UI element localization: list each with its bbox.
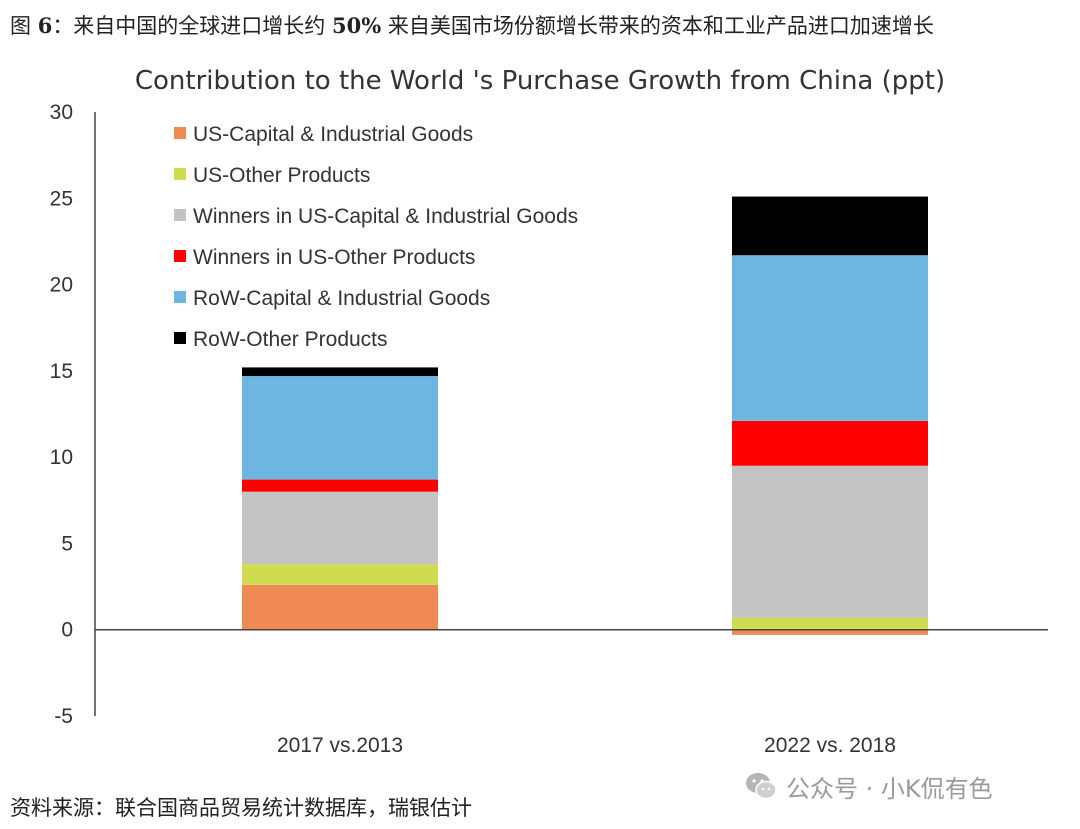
bar-segment — [242, 376, 438, 480]
legend-label: Winners in US-Capital & Industrial Goods — [193, 205, 578, 228]
y-tick-label: 5 — [61, 532, 73, 555]
legend-label: US-Capital & Industrial Goods — [193, 123, 473, 146]
wechat-icon — [746, 773, 777, 800]
figure-caption: 图 6：来自中国的全球进口增长约 50% 来自美国市场份额增长带来的资本和工业产… — [10, 10, 934, 40]
legend-label: RoW-Capital & Industrial Goods — [193, 287, 490, 310]
source-note: 资料来源：联合国商品贸易统计数据库，瑞银估计 — [10, 796, 472, 820]
y-tick-label: 20 — [50, 274, 73, 297]
legend-label: US-Other Products — [193, 164, 370, 187]
figure-number: 6 — [37, 13, 53, 38]
y-tick-label: 25 — [50, 187, 73, 210]
x-category-label: 2017 vs.2013 — [277, 734, 403, 757]
bar-segment — [732, 255, 928, 421]
y-tick-label: 30 — [50, 101, 73, 124]
bar-segment — [242, 479, 438, 492]
legend-swatch — [174, 127, 186, 139]
x-category-label: 2022 vs. 2018 — [764, 734, 896, 757]
bar-segment — [242, 584, 438, 630]
bar-segment — [242, 564, 438, 585]
y-tick-label: -5 — [54, 705, 73, 728]
y-tick-label: 10 — [50, 446, 73, 469]
bar-segment — [732, 420, 928, 466]
bar-segment — [732, 617, 928, 630]
legend-label: RoW-Other Products — [193, 328, 388, 351]
figure-text-after: 来自美国市场份额增长带来的资本和工业产品进口加速增长 — [387, 14, 934, 38]
y-tick-label: 0 — [61, 619, 73, 642]
legend-swatch — [174, 332, 186, 344]
watermark-text: 公众号 · 小K侃有色 — [786, 774, 993, 803]
legend-label: Winners in US-Other Products — [193, 246, 475, 269]
bar-segment — [242, 491, 438, 565]
chart-title: Contribution to the World 's Purchase Gr… — [134, 66, 946, 96]
bar-segment — [732, 465, 928, 618]
figure-label: 图 — [10, 14, 31, 38]
legend-swatch — [174, 250, 186, 262]
watermark: 公众号 · 小K侃有色 — [744, 766, 993, 806]
figure-highlight: 50% — [332, 13, 382, 38]
bar-segment — [242, 367, 438, 377]
legend-swatch — [174, 168, 186, 180]
y-tick-label: 15 — [50, 360, 73, 383]
figure-text-before: ：来自中国的全球进口增长约 — [52, 14, 326, 38]
legend-swatch — [174, 209, 186, 221]
bar-segment — [732, 629, 928, 635]
legend-swatch — [174, 291, 186, 303]
bar-segment — [732, 196, 928, 256]
